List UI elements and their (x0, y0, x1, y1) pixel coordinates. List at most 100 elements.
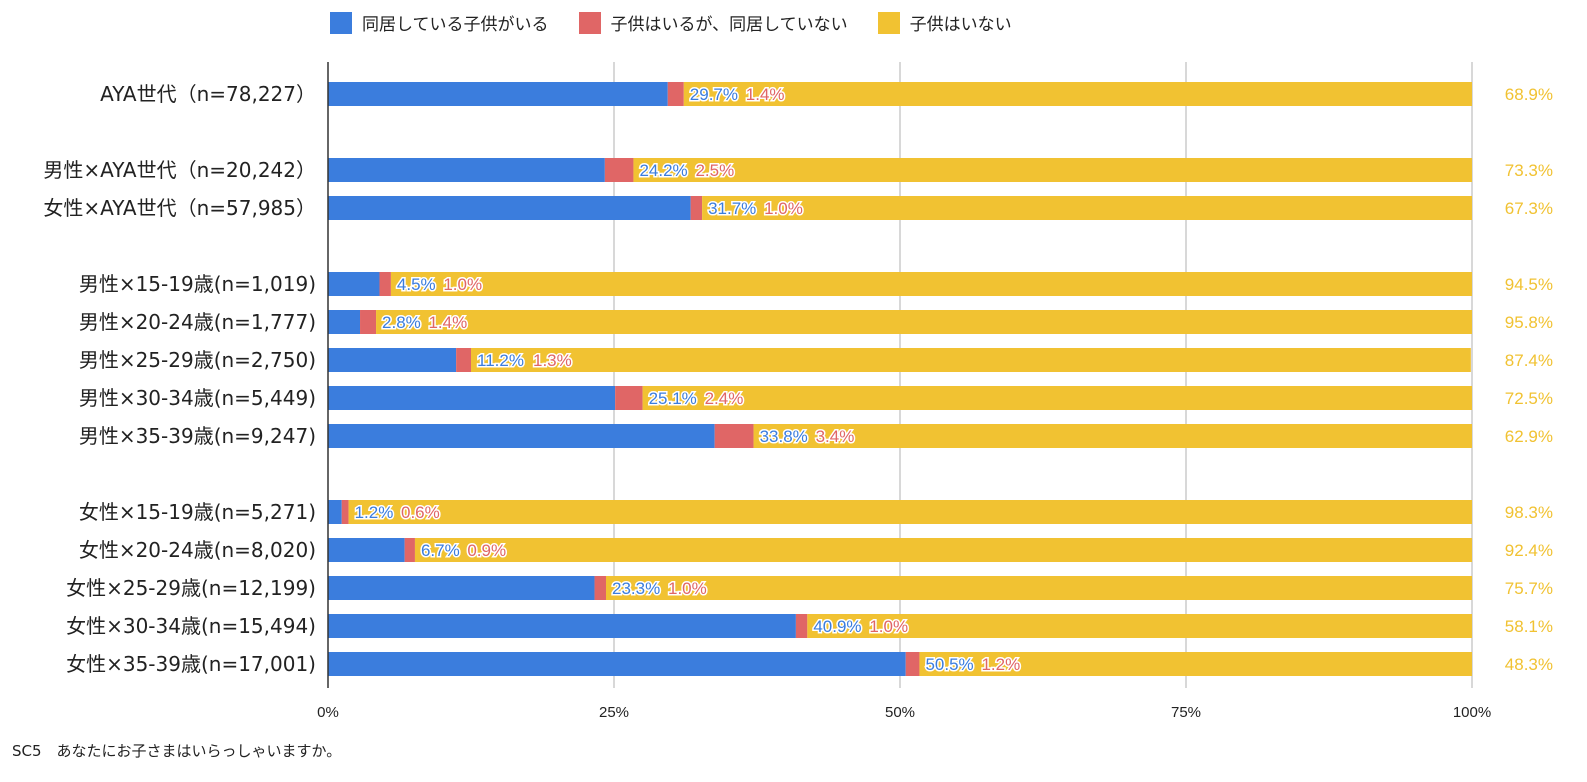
data-label-not-cohabit: 1.3% (533, 351, 572, 370)
data-label-cohabit: 4.5% (397, 275, 436, 294)
bar-segment-cohabit (328, 614, 796, 638)
data-label-none: 68.9% (1505, 85, 1553, 104)
x-tick-label: 50% (885, 704, 915, 721)
data-label-cohabit: 29.7% (690, 85, 738, 104)
bar-segment-cohabit (328, 158, 605, 182)
category-label: 女性×AYA世代（n=57,985） (43, 196, 316, 220)
category-label: 男性×AYA世代（n=20,242） (43, 158, 316, 182)
data-label-cohabit: 6.7% (421, 541, 460, 560)
bar-segment-cohabit (328, 82, 668, 106)
data-label-none: 94.5% (1505, 275, 1553, 294)
bar-segment-cohabit (328, 424, 715, 448)
data-label-cohabit: 23.3% (612, 579, 660, 598)
bar-segment-not-cohabit (905, 652, 920, 676)
category-label: 男性×30-34歳(n=5,449) (79, 386, 316, 410)
bar-segment-cohabit (328, 500, 342, 524)
bar-segment-not-cohabit (667, 82, 684, 106)
legend-item-cohabit: 同居している子供がいる (330, 10, 549, 35)
data-label-none: 98.3% (1505, 503, 1553, 522)
data-label-cohabit: 1.2% (355, 503, 394, 522)
data-label-not-cohabit: 1.0% (443, 275, 482, 294)
data-label-cohabit: 25.1% (649, 389, 697, 408)
bar-segment-none (605, 576, 1472, 600)
bar-segment-none (633, 158, 1472, 182)
x-tick-label: 100% (1453, 704, 1491, 721)
data-label-none: 75.7% (1505, 579, 1553, 598)
bar-segment-cohabit (328, 538, 405, 562)
data-label-not-cohabit: 1.2% (981, 655, 1020, 674)
data-label-cohabit: 2.8% (382, 313, 421, 332)
bar-segment-not-cohabit (795, 614, 808, 638)
bar-segment-not-cohabit (360, 310, 377, 334)
category-label: 男性×35-39歳(n=9,247) (79, 424, 316, 448)
bar-segment-none (471, 348, 1471, 372)
data-label-none: 73.3% (1505, 161, 1553, 180)
data-label-cohabit: 11.2% (477, 351, 524, 370)
legend-swatch-cohabit (330, 11, 352, 34)
bar-segment-none (414, 538, 1473, 562)
bar-segment-not-cohabit (615, 386, 643, 410)
bar-segment-cohabit (328, 310, 361, 334)
data-label-none: 87.4% (1505, 351, 1553, 370)
data-label-not-cohabit: 0.6% (401, 503, 440, 522)
bar-segment-cohabit (328, 196, 691, 220)
category-label: 女性×35-39歳(n=17,001) (66, 652, 316, 676)
data-label-none: 58.1% (1505, 617, 1553, 636)
legend-item-not-cohabit: 子供はいるが、同居していない (578, 10, 848, 35)
bar-segment-none (702, 196, 1472, 220)
category-label: 男性×25-29歳(n=2,750) (79, 348, 316, 372)
bar-segment-cohabit (328, 652, 906, 676)
bar-segment-none (683, 82, 1472, 106)
data-label-not-cohabit: 0.9% (467, 541, 506, 560)
data-label-not-cohabit: 2.5% (695, 161, 734, 180)
x-tick-label: 75% (1171, 704, 1201, 721)
bar-segment-cohabit (328, 348, 457, 372)
category-label: AYA世代（n=78,227） (100, 82, 316, 106)
data-label-cohabit: 24.2% (639, 161, 687, 180)
x-tick-label: 0% (317, 704, 339, 721)
data-label-not-cohabit: 1.0% (764, 199, 803, 218)
bar-segment-not-cohabit (341, 500, 349, 524)
data-label-none: 92.4% (1505, 541, 1553, 560)
category-label: 女性×25-29歳(n=12,199) (66, 576, 316, 600)
data-label-cohabit: 31.7% (708, 199, 756, 218)
data-label-not-cohabit: 1.0% (668, 579, 707, 598)
bar-segment-none (376, 310, 1473, 334)
legend-swatch-none (877, 11, 900, 34)
bar-segment-cohabit (328, 576, 595, 600)
bar-segment-none (348, 500, 1472, 524)
category-label: 女性×20-24歳(n=8,020) (79, 538, 316, 562)
bar-segment-cohabit (328, 386, 616, 410)
legend-label-none: 子供はいない (909, 15, 1012, 35)
data-label-none: 62.9% (1505, 427, 1553, 446)
bar-segment-not-cohabit (594, 576, 606, 600)
legend-swatch-not-cohabit (578, 11, 601, 34)
bar-segment-cohabit (328, 272, 380, 296)
bar-segment-not-cohabit (604, 158, 634, 182)
category-label: 女性×30-34歳(n=15,494) (66, 614, 316, 638)
data-label-none: 72.5% (1505, 389, 1553, 408)
data-label-cohabit: 40.9% (813, 617, 861, 636)
data-label-cohabit: 33.8% (760, 427, 808, 446)
data-label-cohabit: 50.5% (925, 655, 973, 674)
bar-segment-not-cohabit (379, 272, 391, 296)
bar-segment-none (807, 614, 1472, 638)
legend-label-not-cohabit: 子供はいるが、同居していない (610, 15, 848, 35)
category-label: 男性×20-24歳(n=1,777) (79, 310, 316, 334)
bar-segment-not-cohabit (690, 196, 703, 220)
data-label-none: 95.8% (1505, 313, 1553, 332)
category-label: 男性×15-19歳(n=1,019) (79, 272, 316, 296)
data-label-not-cohabit: 3.4% (816, 427, 855, 446)
data-label-none: 67.3% (1505, 199, 1553, 218)
legend: 同居している子供がいる 子供はいるが、同居していない 子供はいない (330, 10, 1012, 35)
data-label-not-cohabit: 1.4% (746, 85, 785, 104)
data-label-not-cohabit: 1.0% (869, 617, 908, 636)
legend-item-none: 子供はいない (877, 10, 1012, 35)
data-label-not-cohabit: 1.4% (428, 313, 467, 332)
bar-segment-none (753, 424, 1472, 448)
bar-segment-none (642, 386, 1472, 410)
bar-segment-not-cohabit (456, 348, 471, 372)
bar-segment-none (919, 652, 1472, 676)
